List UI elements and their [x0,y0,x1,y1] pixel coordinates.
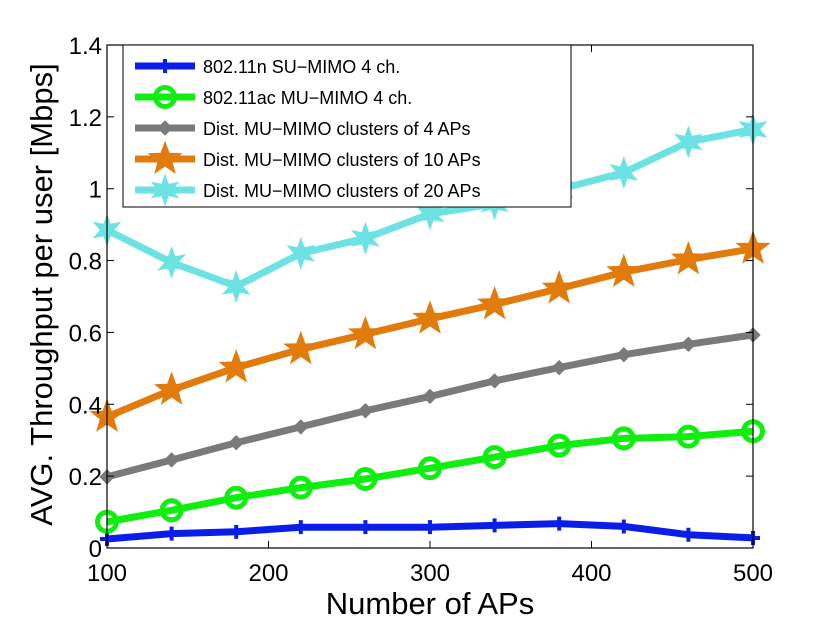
series-3-point [163,452,180,468]
series-2-point [547,433,572,458]
series-4-point [541,270,577,304]
x-tick-label: 100 [87,560,127,587]
series-3-point [680,336,697,352]
series-1-point [487,518,502,533]
series-3-point [422,388,438,405]
series-2-point [482,445,507,470]
series-2-line [106,427,754,526]
series-2-point [418,456,442,481]
series-2-point [676,424,701,449]
y-tick-label: 1.2 [69,105,102,132]
x-tick-label: 200 [248,560,288,587]
series-5-point [674,125,703,159]
series-1-point [293,520,308,535]
y-tick-label: 0.2 [69,464,102,491]
y-tick-label: 1.4 [69,33,102,60]
x-tick-label: 500 [733,560,773,587]
series-3-point [616,346,632,363]
legend: 802.11n SU−MIMO 4 ch. 802.11ac MU−MIMO 4 … [122,44,572,208]
series-1-point [423,520,437,535]
legend-swatch-marker [157,120,173,136]
legend-label: 802.11n SU−MIMO 4 ch. [203,57,400,77]
series-5-point [157,245,186,279]
y-tick-label: 0.8 [69,249,102,276]
series-2-point [353,467,378,492]
y-tick-label: 1 [89,177,102,204]
legend-label: Dist. MU−MIMO clusters of 20 APs [203,181,481,201]
y-tick-label: 0.4 [69,392,102,419]
x-axis-title: Number of APs [326,586,534,621]
x-tick-label: 400 [571,560,611,587]
series-3-point [228,435,244,451]
x-tick-label: 300 [410,560,450,587]
series-4-point [606,253,642,287]
series-5-point [609,155,639,190]
series-3-point [293,419,309,435]
legend-swatch-marker [147,140,183,174]
series-1-point [616,519,631,534]
series-5-point [221,269,251,303]
series-4-point [477,285,513,320]
series-3-point [486,373,503,389]
series-1-point [552,516,567,531]
series-3-point [551,359,567,376]
series-1-point [358,520,373,535]
legend-entry: Dist. MU−MIMO clusters of 10 APs [135,140,481,174]
legend-swatch-marker [158,59,172,73]
y-tick-label: 0 [89,536,102,563]
legend-entry: Dist. MU−MIMO clusters of 4 APs [135,119,471,139]
legend-box [122,44,572,208]
series-2-point [159,498,184,523]
legend-entry: Dist. MU−MIMO clusters of 20 APs [135,173,481,207]
legend-label: Dist. MU−MIMO clusters of 10 APs [203,150,481,170]
series-2 [95,419,765,534]
legend-label: 802.11ac MU−MIMO 4 ch. [203,88,412,108]
y-axis-title: AVG. Throughput per user [Mbps] [24,63,59,525]
legend-label: Dist. MU−MIMO clusters of 4 APs [203,119,471,139]
series-4-point [670,241,706,275]
legend-swatch-marker [153,85,177,109]
series-4-point [412,300,448,334]
series-1-point [681,527,696,542]
series-4-point [218,349,254,383]
series-5-point [286,236,316,270]
legend-entry: 802.11n SU−MIMO 4 ch. [135,57,400,77]
ticks-layer: 100 200 300 400 500 0 0.2 0.4 0.6 0.8 1 1.2 1.4 [69,33,773,587]
series-5-point [351,221,380,255]
series-4-point [154,371,190,405]
legend-entry: 802.11ac MU−MIMO 4 ch. [135,85,412,109]
series-3-point [357,403,374,419]
series-2-point [288,475,313,500]
legend-swatch-marker [150,173,180,207]
series-2-point [224,485,249,510]
series-3-line [106,331,754,481]
series-2-point [611,426,636,451]
series-1-point [164,526,179,541]
y-tick-label: 0.6 [69,320,102,347]
series-4-point [283,330,319,365]
series-1-point [229,524,244,539]
series-4-point [347,315,383,350]
series-3 [99,327,761,485]
